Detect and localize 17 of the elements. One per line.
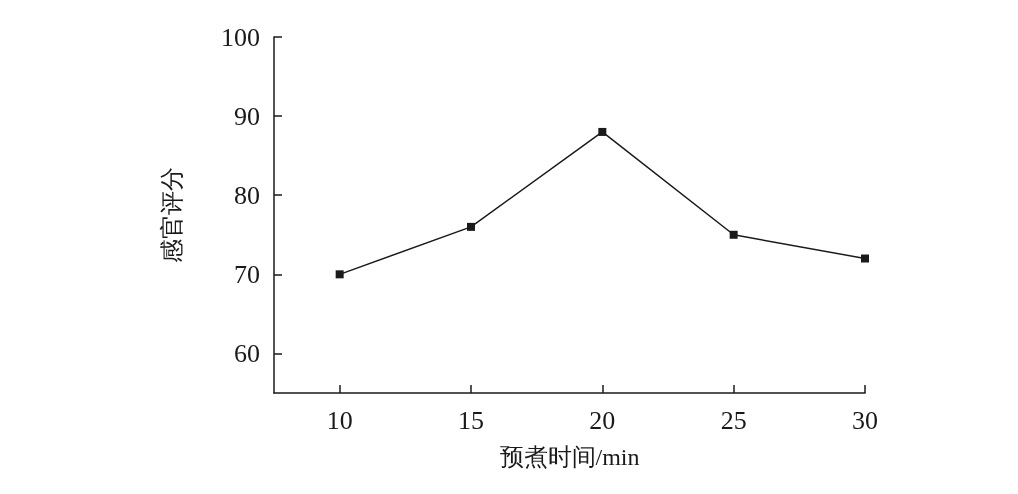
y-tick-label: 100 <box>221 22 260 52</box>
y-tick-label: 90 <box>234 101 260 131</box>
x-tick-label: 20 <box>589 405 616 435</box>
x-axis-title: 预煮时间/min <box>499 444 640 470</box>
y-axis-title: 感官评分 <box>159 167 185 263</box>
x-tick-label: 10 <box>326 405 353 435</box>
y-tick-label: 80 <box>234 180 260 210</box>
point <box>598 127 607 136</box>
point <box>335 270 344 279</box>
point <box>861 254 869 263</box>
y-tick-label: 70 <box>234 259 260 289</box>
x-tick-label: 15 <box>458 405 484 435</box>
x-tick-label: 25 <box>720 405 747 435</box>
y-tick-label: 60 <box>234 338 260 368</box>
point <box>729 230 738 239</box>
point <box>467 222 475 231</box>
x-tick-label: 30 <box>852 405 878 435</box>
